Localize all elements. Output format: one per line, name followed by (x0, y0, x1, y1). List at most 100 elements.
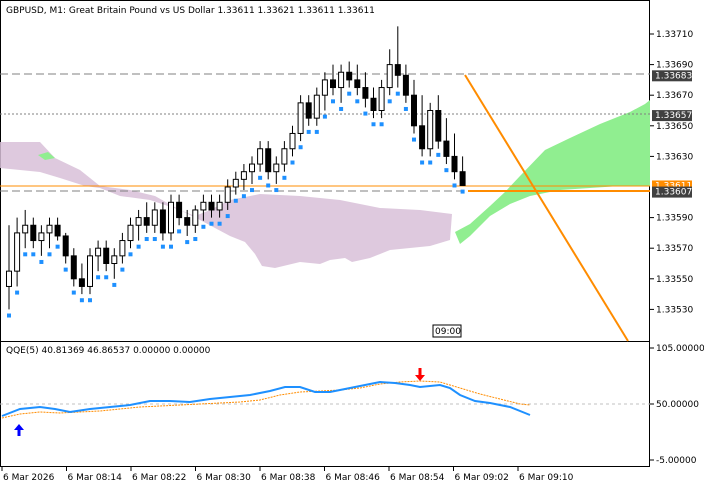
bull-candle (111, 255, 118, 265)
trend-dots (7, 91, 465, 318)
bull-dot (395, 91, 400, 96)
qqe-signal-line (1, 380, 531, 419)
bear-candle (176, 201, 183, 219)
price-axis: 1.33710 1.33690 1.33670 1.33650 1.33630 1.335… (650, 30, 693, 315)
price-label-box (652, 110, 692, 122)
bull-candle (46, 224, 53, 234)
price-label: 1.33611 (655, 181, 692, 191)
indicator-header: QQE(5) 40.81369 46.86537 0.00000 0.00000 (6, 346, 211, 356)
bull-dot (387, 99, 392, 104)
trend-line (464, 74, 629, 342)
bear-candle (54, 224, 61, 237)
bull-candle (127, 224, 134, 242)
bull-dot (63, 267, 68, 272)
time-label: 6 Mar 08:30 (197, 473, 252, 483)
bull-candle (38, 232, 45, 242)
time-label: 6 Mar 09:02 (455, 473, 509, 483)
bear-candle (265, 148, 272, 173)
bull-candle (321, 79, 328, 96)
bull-dot (112, 282, 117, 287)
bull-dot (436, 152, 441, 157)
bull-candle (427, 110, 434, 150)
bear-candle (459, 171, 466, 186)
bear-candle (419, 125, 426, 150)
bull-dot (47, 252, 52, 257)
bull-dot (209, 221, 214, 226)
price-tick-label: 1.33690 (656, 61, 693, 71)
bull-dot (201, 224, 206, 229)
bull-dot (322, 114, 327, 119)
indicator-tick-label: -5.00000 (656, 456, 697, 466)
bull-dot (347, 91, 352, 96)
bull-dot (144, 237, 149, 242)
green-cloud (455, 100, 650, 244)
bull-dot (314, 129, 319, 134)
bull-dot (412, 137, 416, 142)
bull-candle (14, 232, 21, 272)
bear-candle (451, 155, 458, 173)
bull-dot (193, 237, 198, 242)
bear-candle (184, 217, 191, 226)
bull-dot (258, 175, 263, 180)
bull-candle (338, 71, 345, 89)
bear-candle (330, 79, 336, 89)
price-tick-label: 1.33650 (656, 122, 693, 132)
bear-candle (362, 87, 369, 99)
bull-dot (331, 99, 335, 104)
bull-candle (95, 247, 102, 257)
bear-candle (370, 97, 377, 112)
arrow-down-icon (415, 368, 425, 381)
bull-dot (290, 160, 295, 165)
bull-candle (216, 201, 223, 211)
time-label: 6 Mar 08:22 (132, 473, 186, 483)
indicator-axis: 105.00000 50.00000 -5.00000 (650, 344, 704, 466)
bull-dot (96, 275, 101, 280)
bear-candle (70, 255, 77, 280)
bull-dot (104, 275, 109, 280)
time-label: 6 Mar 08:38 (261, 473, 316, 483)
bear-candle (143, 217, 150, 226)
bull-dot (460, 189, 465, 194)
time-label: 6 Mar 08:54 (390, 473, 445, 483)
price-label-box (652, 70, 692, 82)
bull-dot (298, 145, 303, 150)
bull-candle (378, 87, 385, 112)
bull-dot (250, 188, 254, 193)
green-cloud-small (38, 152, 55, 160)
bull-dot (266, 183, 271, 188)
bear-candle (346, 71, 353, 81)
bull-dot (363, 111, 368, 116)
bull-dot (160, 244, 165, 249)
indicator-tick-label: 50.00000 (656, 400, 699, 410)
bull-dot (428, 160, 433, 165)
bull-candle (281, 148, 288, 165)
bull-candle (224, 186, 231, 203)
bull-dot (233, 198, 238, 203)
price-tick-label: 1.33590 (656, 214, 693, 224)
price-label: 1.33657 (655, 111, 692, 121)
bear-candle (103, 247, 110, 264)
bear-candle (402, 74, 409, 96)
bull-dot (274, 188, 279, 193)
bull-dot (31, 252, 36, 257)
purple-cloud (0, 142, 452, 268)
price-tick-label: 1.33550 (656, 275, 693, 285)
bull-dot (136, 244, 141, 249)
bull-candle (192, 209, 199, 226)
bull-dot (371, 122, 376, 127)
bear-candle (435, 110, 442, 142)
bull-dot (177, 229, 182, 234)
qqe-main-line (1, 380, 531, 417)
bull-dot (55, 244, 60, 249)
bull-dot (169, 244, 173, 249)
bull-dot (79, 298, 84, 303)
bull-candle (119, 240, 126, 257)
bear-candle (78, 278, 85, 287)
bear-candle (30, 224, 37, 242)
bear-candle (305, 102, 312, 119)
bull-dot (225, 214, 230, 219)
bear-candle (411, 94, 417, 127)
bear-candle (62, 235, 69, 257)
price-label: 1.33683 (655, 71, 692, 81)
